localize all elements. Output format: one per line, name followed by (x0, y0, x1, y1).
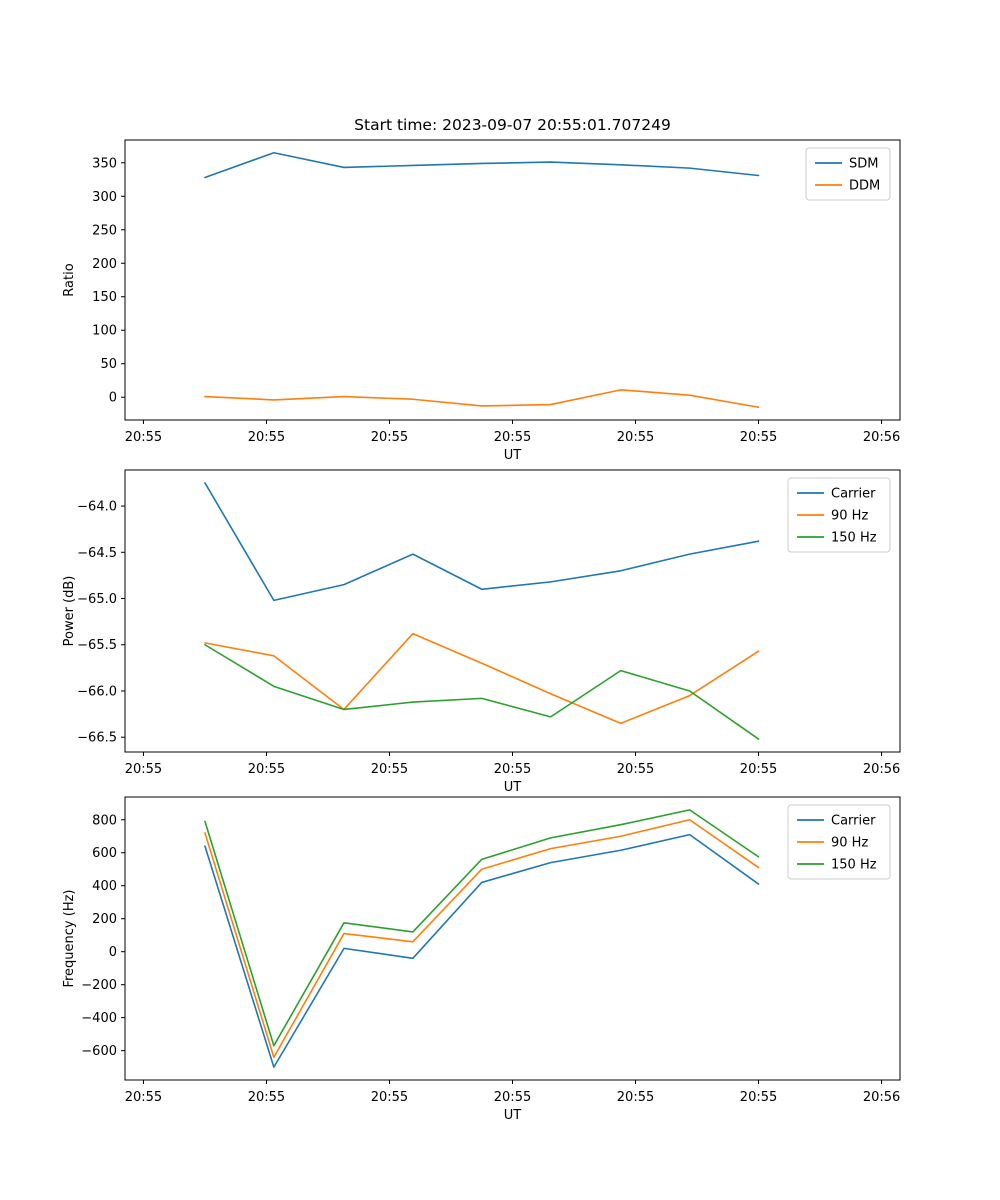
series-150-hz (204, 643, 760, 740)
legend-label: Carrier (831, 487, 876, 502)
legend-entry-ddm: DDM (815, 179, 880, 194)
legend-label: 150 Hz (831, 531, 877, 546)
legend: SDM DDM (805, 147, 891, 201)
y-tick-label: −400 (81, 1011, 117, 1026)
y-axis-label: Frequency (Hz) (62, 889, 77, 987)
y-tick-label: 50 (100, 357, 117, 372)
y-tick-label: −65.0 (77, 592, 117, 607)
series-carrier (204, 482, 760, 602)
x-axis-label: UT (504, 780, 522, 795)
x-tick-label: 20:55 (740, 430, 777, 445)
legend: Carrier 90 Hz 150 Hz (787, 804, 891, 880)
x-tick-label: 20:55 (494, 1090, 531, 1105)
x-tick-label: 20:55 (371, 1090, 408, 1105)
x-tick-label: 20:55 (617, 430, 654, 445)
y-axis-label: Ratio (62, 263, 77, 296)
y-tick-label: 400 (92, 879, 117, 894)
legend-entry-carrier: Carrier (797, 487, 876, 502)
legend-label: 150 Hz (831, 858, 877, 873)
legend-entry-90-hz: 90 Hz (797, 836, 868, 851)
legend-label: Carrier (831, 814, 876, 829)
y-tick-label: −64.0 (77, 500, 117, 515)
legend-label: 90 Hz (831, 509, 868, 524)
series-90-hz (204, 818, 760, 1059)
x-tick-label: 20:55 (617, 762, 654, 777)
legend-label: SDM (849, 157, 878, 172)
y-tick-label: −66.0 (77, 684, 117, 699)
series-90-hz (204, 632, 760, 725)
subplot-power-plot: 20:55 20:55 20:55 20:55 20:55 20:55 20:56 −64.0… (62, 469, 901, 795)
legend-entry-150-hz: 150 Hz (797, 858, 877, 873)
y-tick-label: −66.5 (77, 731, 117, 746)
x-tick-label: 20:55 (248, 430, 285, 445)
series-ddm (204, 389, 760, 409)
x-tick-label: 20:55 (125, 1090, 162, 1105)
y-tick-label: 200 (92, 257, 117, 272)
y-tick-label: −600 (81, 1044, 117, 1059)
subplot-ratio-plot: 20:55 20:55 20:55 20:55 20:55 20:55 20:56 0 50 10… (62, 139, 901, 463)
legend-entry-sdm: SDM (815, 157, 878, 172)
axes-frame (124, 469, 901, 753)
axes-frame (124, 139, 901, 421)
x-tick-label: 20:55 (248, 762, 285, 777)
x-tick-label: 20:55 (494, 430, 531, 445)
x-tick-label: 20:55 (617, 1090, 654, 1105)
y-axis-label: Power (dB) (62, 576, 77, 647)
y-tick-label: 300 (92, 190, 117, 205)
x-tick-label: 20:55 (740, 1090, 777, 1105)
y-tick-label: 100 (92, 324, 117, 339)
legend-box (787, 804, 891, 880)
x-tick-label: 20:55 (125, 430, 162, 445)
y-tick-label: −200 (81, 978, 117, 993)
x-tick-label: 20:55 (125, 762, 162, 777)
figure-title: Start time: 2023-09-07 20:55:01.707249 (354, 116, 671, 134)
series-sdm (204, 151, 760, 179)
y-tick-label: 250 (92, 223, 117, 238)
x-tick-label: 20:56 (863, 430, 900, 445)
x-tick-label: 20:56 (863, 762, 900, 777)
x-axis-label: UT (504, 448, 522, 463)
y-tick-label: 150 (92, 290, 117, 305)
legend: Carrier 90 Hz 150 Hz (787, 477, 891, 553)
y-tick-label: 0 (109, 945, 117, 960)
legend-label: 90 Hz (831, 836, 868, 851)
legend-box (805, 147, 891, 201)
y-tick-label: 350 (92, 156, 117, 171)
series-carrier (204, 833, 760, 1068)
legend-entry-150-hz: 150 Hz (797, 531, 877, 546)
subplot-frequency-plot: 20:55 20:55 20:55 20:55 20:55 20:55 20:56 −600 −… (62, 796, 901, 1123)
x-tick-label: 20:55 (740, 762, 777, 777)
series-150-hz (204, 809, 760, 1047)
legend-entry-carrier: Carrier (797, 814, 876, 829)
legend-label: DDM (849, 179, 880, 194)
x-tick-label: 20:56 (863, 1090, 900, 1105)
x-tick-label: 20:55 (371, 430, 408, 445)
legend-entry-90-hz: 90 Hz (797, 509, 868, 524)
y-tick-label: 600 (92, 846, 117, 861)
x-tick-label: 20:55 (248, 1090, 285, 1105)
y-tick-label: −64.5 (77, 546, 117, 561)
y-tick-label: 200 (92, 912, 117, 927)
y-tick-label: 800 (92, 813, 117, 828)
x-tick-label: 20:55 (494, 762, 531, 777)
y-tick-label: −65.5 (77, 638, 117, 653)
x-axis-label: UT (504, 1108, 522, 1123)
x-tick-label: 20:55 (371, 762, 408, 777)
y-tick-label: 0 (109, 391, 117, 406)
legend-box (787, 477, 891, 553)
